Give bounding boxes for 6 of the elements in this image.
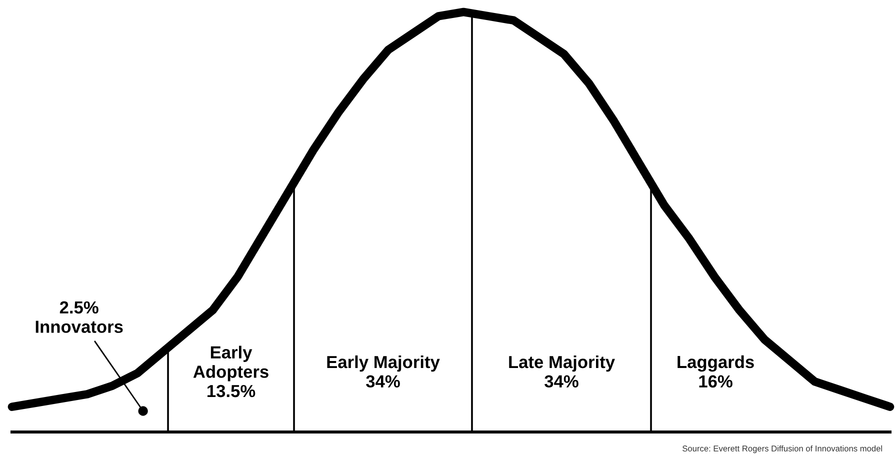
annotation: Laggards 16% [678, 355, 754, 388]
annotation: Early Adopters 13.5% [193, 346, 268, 398]
annotation: 2.5% Innovators [36, 301, 123, 333]
annotation: Late Majority 34% [509, 355, 615, 388]
source-note: Source: Everett Rogers Diffusion of Innovations model [682, 445, 882, 454]
annotation: Early Majority 34% [327, 355, 440, 388]
